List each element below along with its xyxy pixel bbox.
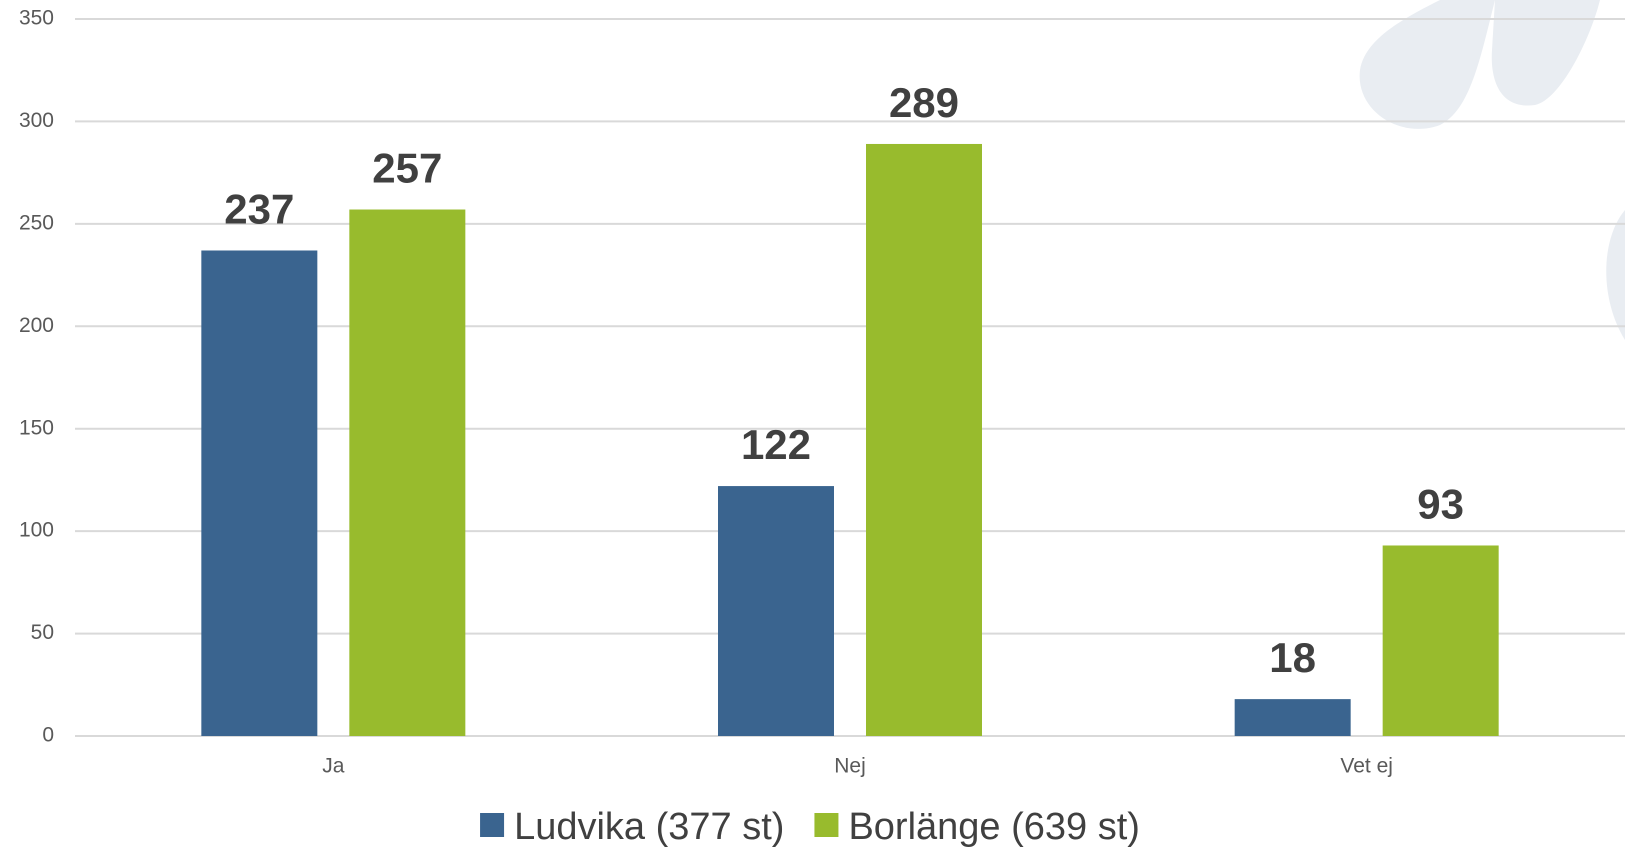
y-tick-label: 250 xyxy=(19,211,54,234)
data-label: 122 xyxy=(741,421,811,468)
data-label: 18 xyxy=(1269,634,1316,681)
data-label: 257 xyxy=(372,145,442,192)
y-tick-label: 300 xyxy=(19,109,54,132)
data-label: 237 xyxy=(224,186,294,233)
bar xyxy=(718,486,834,736)
y-tick-label: 350 xyxy=(19,7,54,30)
x-tick-label: Ja xyxy=(322,755,345,778)
legend-swatch xyxy=(480,813,505,837)
bar xyxy=(201,250,318,736)
y-tick-label: 100 xyxy=(19,519,54,542)
bar xyxy=(1382,545,1499,736)
y-tick-label: 200 xyxy=(19,314,54,337)
y-tick-label: 150 xyxy=(19,416,54,439)
bar xyxy=(349,209,466,736)
x-tick-label: Nej xyxy=(834,755,866,778)
background-decoration xyxy=(1359,0,1625,340)
bar xyxy=(866,143,982,736)
legend-swatch xyxy=(814,813,839,837)
bar xyxy=(1234,699,1351,736)
legend-label: Borlänge (639 st) xyxy=(848,806,1140,848)
legend-label: Ludvika (377 st) xyxy=(514,806,784,848)
x-tick-label: Vet ej xyxy=(1340,755,1393,778)
y-tick-label: 0 xyxy=(42,724,54,747)
data-label: 93 xyxy=(1417,481,1464,528)
y-tick-label: 50 xyxy=(31,621,54,644)
data-label: 289 xyxy=(889,79,959,126)
